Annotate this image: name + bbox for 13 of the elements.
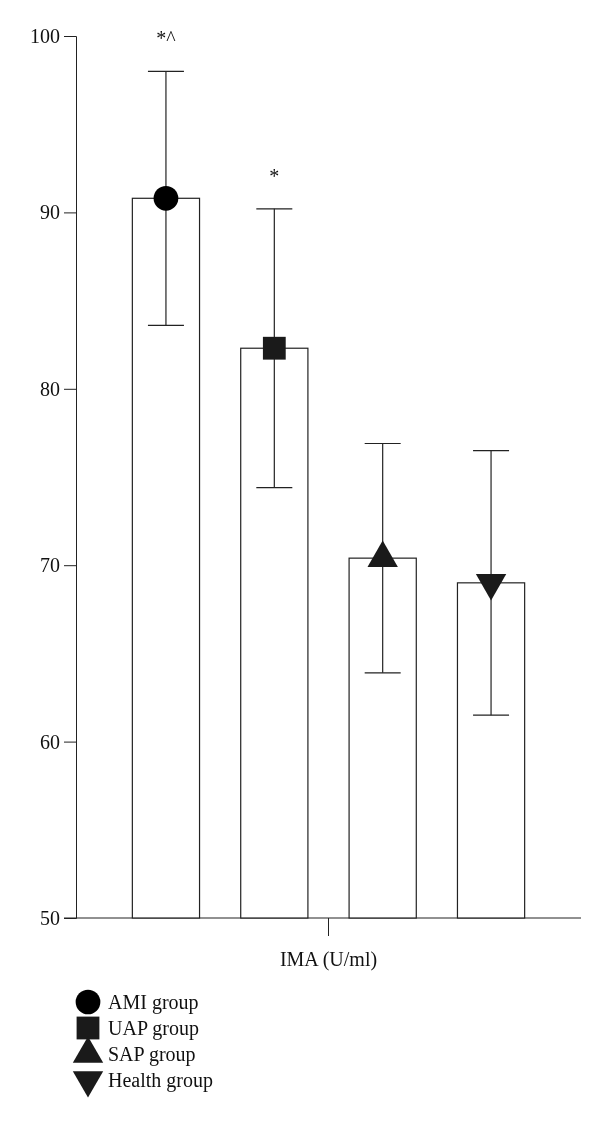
legend-label: AMI group bbox=[108, 991, 199, 1014]
x-axis-title: IMA (U/ml) bbox=[279, 948, 378, 971]
y-tick-label: 100 bbox=[30, 24, 60, 47]
annotation: *^ bbox=[156, 27, 177, 50]
legend-label: UAP group bbox=[108, 1017, 199, 1040]
y-tick-label: 80 bbox=[40, 377, 60, 400]
legend-label: Health group bbox=[108, 1069, 213, 1092]
y-tick-label: 70 bbox=[40, 554, 60, 577]
y-tick-label: 50 bbox=[40, 906, 60, 929]
y-tick-label: 60 bbox=[40, 730, 60, 753]
annotation: * bbox=[269, 164, 280, 187]
legend-label: SAP group bbox=[108, 1043, 196, 1066]
y-tick-label: 90 bbox=[40, 201, 60, 224]
